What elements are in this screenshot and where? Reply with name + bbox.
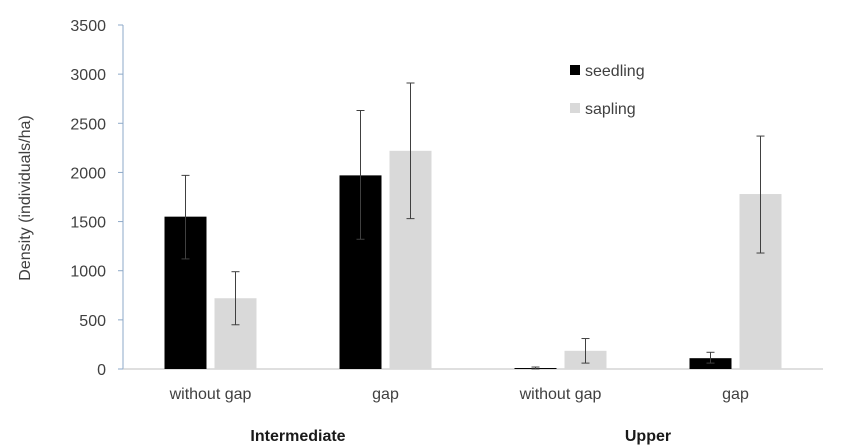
y-tick-label: 3500 — [70, 18, 106, 35]
legend-swatch-sapling — [570, 103, 580, 113]
y-tick-label: 3000 — [70, 67, 106, 84]
y-tick-label: 500 — [79, 313, 106, 330]
y-tick-label: 1000 — [70, 264, 106, 281]
x-category-label: gap — [372, 386, 399, 403]
x-category-label: gap — [722, 386, 749, 403]
x-category-label: without gap — [519, 386, 602, 403]
y-tick-label: 0 — [97, 362, 106, 379]
y-tick-label: 1500 — [70, 215, 106, 232]
group-label: Upper — [625, 428, 671, 445]
legend-label-seedling: seedling — [585, 63, 645, 80]
group-labels: Intermediate Upper — [250, 428, 671, 445]
x-category-label: without gap — [169, 386, 252, 403]
error-bars — [181, 82, 765, 370]
legend-swatch-seedling — [570, 65, 580, 75]
legend: seedling sapling — [570, 63, 645, 118]
y-tick-label: 2500 — [70, 116, 106, 133]
y-tick-labels: 0 500 1000 1500 2000 2500 3000 3500 — [70, 18, 106, 379]
group-label: Intermediate — [250, 428, 345, 445]
legend-label-sapling: sapling — [585, 101, 636, 118]
x-category-labels: without gap gap without gap gap — [169, 386, 749, 403]
y-axis-title: Density (individuals/ha) — [17, 115, 34, 280]
y-tick-label: 2000 — [70, 165, 106, 182]
bars — [164, 150, 782, 369]
